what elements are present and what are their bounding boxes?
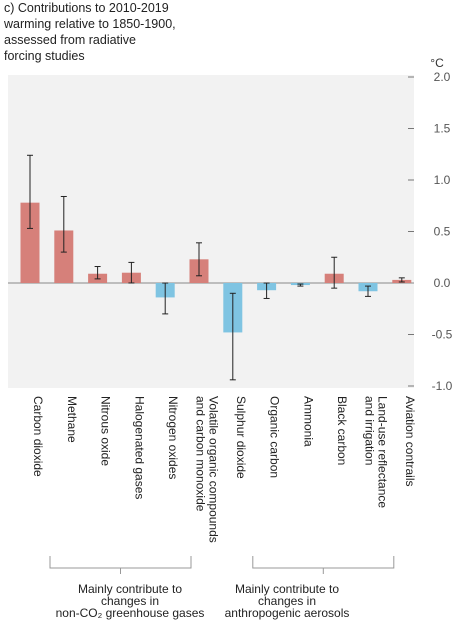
category-label: Nitrous oxide [99,396,113,466]
group-label: non-CO₂ greenhouse gases [56,606,205,620]
bar [20,202,40,283]
plot-panel [8,75,414,388]
category-label: Nitrogen oxides [166,396,180,479]
y-tick-label: 0.5 [434,225,451,239]
category-labels: Carbon dioxide Methane Nitrous oxide Haloge… [31,396,417,543]
group-label: anthropogenic aerosols [225,606,350,620]
category-label: Sulphur dioxide [234,396,248,479]
chart-title-line: c) Contributions to 2010-2019 [4,1,169,15]
chart-title-line: forcing studies [4,49,85,63]
bar [54,230,74,283]
y-tick-label: -1.0 [432,379,453,393]
chart-title-line: assessed from radiative [4,33,136,47]
y-axis: 2.0 1.5 1.0 0.5 0.0 -0.5 -1.0 [8,70,453,393]
group-label: Mainly contribute to [235,582,339,596]
category-label: Carbon dioxide [31,396,45,477]
group-label: changes in [258,594,316,608]
y-tick-label: 2.0 [434,70,451,84]
category-label: Ammonia [301,396,315,447]
y-tick-label: -0.5 [432,328,453,342]
chart-title-line: warming relative to 1850-1900, [3,17,176,31]
group-label: Mainly contribute to [78,582,182,596]
y-tick-label: 1.0 [434,173,451,187]
group-bracket [252,556,395,569]
category-label: Black carbon [335,396,349,465]
category-label: Methane [65,396,79,443]
group-bracket [49,556,192,569]
y-axis-unit: °C [430,56,444,70]
category-label: Halogenated gases [132,396,146,499]
category-label: and irrigation [363,396,377,465]
chart-title: c) Contributions to 2010-2019 warming rel… [3,1,176,63]
category-label: Organic carbon [268,396,282,478]
bars [20,154,412,381]
group-label: changes in [101,594,159,608]
category-label: Land-use reflectance [376,396,390,508]
category-label: Volatile organic compounds [207,396,221,543]
category-label: and carbon monoxide [194,396,208,512]
y-tick-label: 0.0 [434,276,451,290]
category-label: Aviation contrails [403,396,417,487]
y-tick-label: 1.5 [434,122,451,136]
